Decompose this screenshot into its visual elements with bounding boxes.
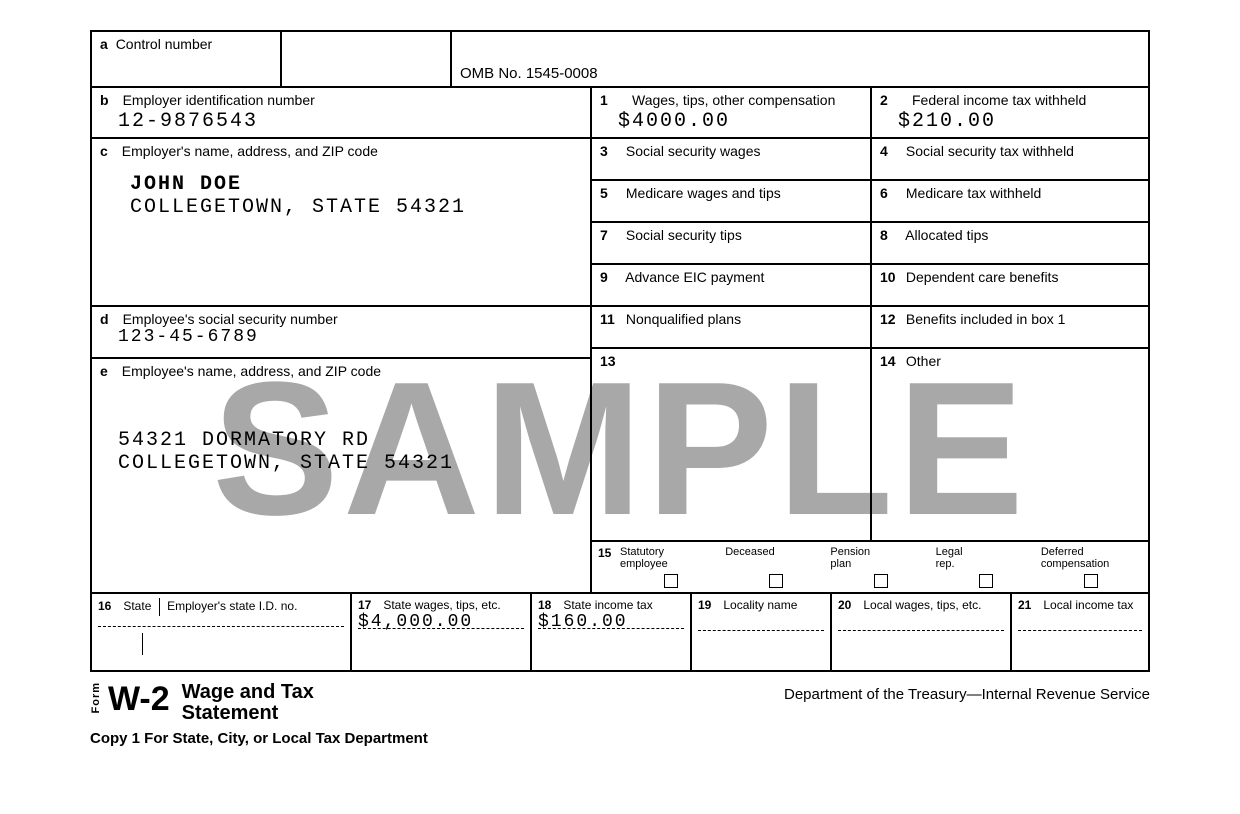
box-1-label: Wages, tips, other compensation [632, 92, 835, 108]
box-15-deferred: Deferredcompensation [1041, 546, 1142, 588]
form-name-line1: Wage and Tax [182, 682, 314, 703]
box-14-label: Other [906, 353, 941, 369]
copy-line: Copy 1 For State, City, or Local Tax Dep… [90, 730, 428, 747]
employee-addr2: COLLEGETOWN, STATE 54321 [118, 452, 582, 475]
box-5-label: Medicare wages and tips [626, 185, 781, 201]
box-e: e Employee's name, address, and ZIP code… [92, 359, 590, 594]
omb-cell: OMB No. 1545-0008 [452, 32, 1148, 88]
box-15-pension: Pensionplan [830, 546, 931, 588]
employer-addr: COLLEGETOWN, STATE 54321 [130, 196, 582, 219]
box-d-label: Employee's social security number [123, 311, 338, 327]
box-9: 9 Advance EIC payment [592, 265, 872, 307]
box-7-label: Social security tips [626, 227, 742, 243]
box-1-value: $4000.00 [600, 108, 862, 133]
box-15: 15 Statutoryemployee Deceased Pensionpla… [592, 542, 1148, 594]
box-e-label: Employee's name, address, and ZIP code [122, 363, 381, 379]
box-3: 3 Social security wages [592, 139, 872, 181]
checkbox-deferred [1084, 574, 1098, 588]
box-2-label: Federal income tax withheld [912, 92, 1086, 108]
employee-addr1: 54321 DORMATORY RD [118, 429, 582, 452]
box-12-label: Benefits included in box 1 [906, 311, 1066, 327]
box-2-value: $210.00 [880, 108, 1140, 133]
box-15-statutory: Statutoryemployee [620, 546, 721, 588]
box-4: 4 Social security tax withheld [872, 139, 1148, 181]
box-4-label: Social security tax withheld [906, 143, 1074, 159]
employer-name: JOHN DOE [130, 173, 582, 196]
box-19: 19 Locality name [692, 594, 832, 672]
box-19-label: Locality name [723, 598, 797, 612]
box-16-state-label: State [123, 599, 151, 613]
box-20: 20 Local wages, tips, etc. [832, 594, 1012, 672]
checkbox-pension [874, 574, 888, 588]
box-c-label: Employer's name, address, and ZIP code [122, 143, 378, 159]
form-footer: Form W-2 Wage and Tax Statement Copy 1 F… [90, 682, 1150, 747]
box-a-value-cell [282, 32, 452, 88]
box-18-label: State income tax [563, 598, 652, 612]
box-9-label: Advance EIC payment [625, 269, 764, 285]
box-10-label: Dependent care benefits [906, 269, 1059, 285]
form-code: W-2 [108, 682, 170, 716]
box-8-label: Allocated tips [905, 227, 988, 243]
department-line: Department of the Treasury—Internal Reve… [784, 686, 1150, 703]
box-b-label: Employer identification number [123, 92, 315, 108]
box-a-label: Control number [116, 36, 213, 52]
checkbox-legal [979, 574, 993, 588]
box-5: 5 Medicare wages and tips [592, 181, 872, 223]
box-21: 21 Local income tax [1012, 594, 1148, 672]
box-b: b Employer identification number 12-9876… [92, 88, 592, 139]
box-1: 1 Wages, tips, other compensation $4000.… [592, 88, 872, 139]
box-11: 11 Nonqualified plans [592, 307, 872, 349]
box-20-label: Local wages, tips, etc. [863, 598, 981, 612]
checkbox-statutory [664, 574, 678, 588]
box-21-label: Local income tax [1043, 598, 1133, 612]
box-6: 6 Medicare tax withheld [872, 181, 1148, 223]
form-name-line2: Statement [182, 703, 314, 724]
box-d: d Employee's social security number 123-… [92, 307, 590, 359]
ssn-value: 123-45-6789 [100, 327, 582, 347]
box-7: 7 Social security tips [592, 223, 872, 265]
box-17-value: $4,000.00 [358, 612, 524, 632]
box-c: c Employer's name, address, and ZIP code… [92, 139, 590, 307]
box-18: 18 State income tax $160.00 [532, 594, 692, 672]
box-3-label: Social security wages [626, 143, 761, 159]
box-17: 17 State wages, tips, etc. $4,000.00 [352, 594, 532, 672]
box-13: 13 [592, 349, 872, 542]
form-word: Form [90, 682, 102, 714]
box-10: 10 Dependent care benefits [872, 265, 1148, 307]
box-16-id-label: Employer's state I.D. no. [167, 599, 297, 613]
divider-icon [159, 598, 160, 616]
box-11-label: Nonqualified plans [626, 311, 741, 327]
box-a: a Control number [92, 32, 282, 88]
box-17-label: State wages, tips, etc. [383, 598, 500, 612]
box-18-value: $160.00 [538, 612, 684, 632]
omb-number: OMB No. 1545-0008 [460, 65, 598, 82]
box-14: 14 Other [872, 349, 1148, 542]
box-15-legal: Legalrep. [936, 546, 1037, 588]
w2-form: a Control number OMB No. 1545-0008 b Emp… [90, 30, 1150, 747]
box-15-deceased: Deceased [725, 546, 826, 588]
box-16: 16 State Employer's state I.D. no. [92, 594, 352, 672]
checkbox-deceased [769, 574, 783, 588]
box-6-label: Medicare tax withheld [906, 185, 1041, 201]
box-2: 2 Federal income tax withheld $210.00 [872, 88, 1148, 139]
ein-value: 12-9876543 [100, 108, 582, 133]
box-8: 8 Allocated tips [872, 223, 1148, 265]
box-12: 12 Benefits included in box 1 [872, 307, 1148, 349]
